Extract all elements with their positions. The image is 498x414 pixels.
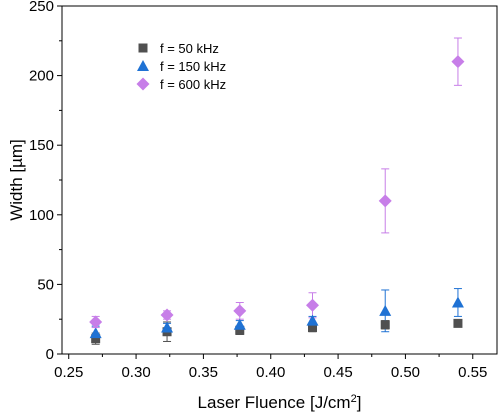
data-point-square — [307, 323, 317, 333]
data-point-triangle — [306, 314, 319, 326]
data-point-triangle — [379, 304, 392, 316]
y-tick-label: 100 — [29, 207, 54, 224]
data-point-diamond — [451, 55, 465, 69]
legend-item: f = 150 kHz — [137, 59, 226, 74]
data-markers — [89, 55, 465, 344]
legend-item: f = 600 kHz — [136, 77, 226, 92]
y-tick-label: 200 — [29, 68, 54, 85]
data-point-triangle — [233, 318, 246, 330]
data-point-square — [380, 320, 390, 330]
data-point-diamond — [378, 194, 392, 208]
data-point-triangle — [451, 296, 464, 308]
x-axis-title: Laser Fluence [J/cm2] — [198, 393, 362, 412]
legend-marker-diamond — [136, 77, 150, 91]
data-point-diamond — [160, 308, 174, 322]
x-tick-label: 0.25 — [54, 364, 83, 381]
x-tick-label: 0.35 — [189, 364, 218, 381]
legend-marker-triangle — [137, 60, 149, 71]
legend: f = 50 kHz f = 150 kHz f = 600 kHz — [136, 41, 226, 92]
x-tick-label: 0.50 — [391, 364, 420, 381]
x-tick-label: 0.45 — [323, 364, 352, 381]
plot-frame — [61, 5, 498, 355]
data-point-diamond — [89, 315, 103, 329]
legend-marker-square — [138, 43, 148, 53]
y-axis-title: Width [µm] — [7, 139, 26, 221]
legend-label: f = 150 kHz — [160, 59, 226, 74]
x-axis-title-sup: 2 — [351, 393, 357, 405]
data-point-square — [453, 318, 463, 328]
legend-label: f = 50 kHz — [160, 41, 219, 56]
y-tick-label: 150 — [29, 137, 54, 154]
data-point-triangle — [89, 327, 102, 339]
x-tick-label: 0.55 — [458, 364, 487, 381]
data-point-square — [91, 334, 101, 344]
legend-item: f = 50 kHz — [138, 41, 219, 56]
plot-area — [61, 5, 498, 355]
x-tick-label: 0.30 — [121, 364, 150, 381]
data-point-diamond — [233, 304, 247, 318]
y-tick-label: 0 — [46, 346, 54, 363]
y-tick-label: 50 — [37, 276, 54, 293]
data-point-triangle — [161, 321, 174, 333]
x-tick-label: 0.40 — [256, 364, 285, 381]
y-tick-label: 250 — [29, 0, 54, 15]
data-point-square — [235, 325, 245, 335]
x-axis-title-end: ] — [357, 393, 362, 412]
axis-ticks: 0 50 100 150 200 250 0.25 0.30 0.35 0.40 0.45 0.50 0… — [29, 0, 487, 381]
x-axis-title-main: Laser Fluence [J/cm — [198, 393, 351, 412]
data-point-diamond — [305, 298, 319, 312]
legend-label: f = 600 kHz — [160, 77, 226, 92]
